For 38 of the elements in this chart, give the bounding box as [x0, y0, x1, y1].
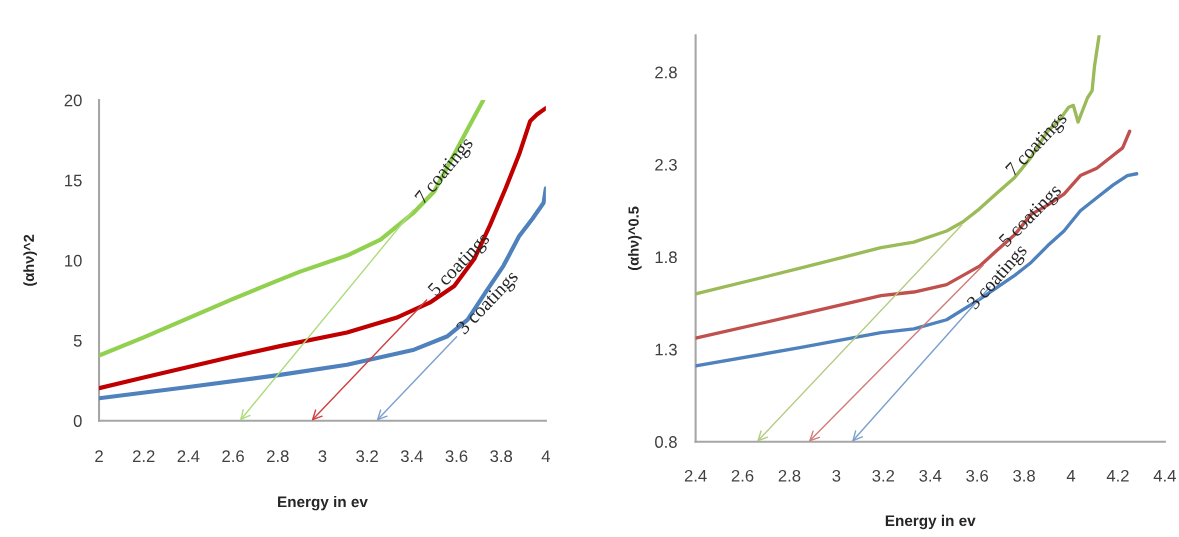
y-tick-label: 5: [73, 335, 82, 347]
y-tick-label: 2.8: [655, 66, 677, 79]
y-tick-label: 0.8: [655, 436, 677, 448]
y-tick-label: 20: [64, 94, 82, 107]
line-series: [99, 106, 546, 391]
x-tick-label: 2.4: [684, 469, 707, 482]
x-tick-label: 4: [541, 450, 551, 462]
y-axis-title: (αhν)^2: [23, 234, 37, 286]
x-axis-title: Energy in ev: [885, 514, 976, 530]
y-tick-label: 0: [73, 415, 82, 427]
x-tick-label: 4.4: [1153, 470, 1176, 482]
y-tick-label: 1.8: [655, 251, 677, 264]
y-tick-label: 1.3: [655, 343, 677, 356]
x-tick-label: 3.2: [872, 469, 895, 482]
x-tick-label: 4.2: [1106, 469, 1129, 482]
x-tick-label: 2.8: [778, 469, 801, 482]
y-tick-label: 10: [65, 254, 82, 267]
x-tick-label: 4: [1066, 470, 1076, 482]
x-tick-label: 2: [95, 450, 103, 462]
y-axis-title: (αhν)^0.5: [628, 206, 642, 270]
x-tick-label: 3: [318, 450, 327, 463]
y-tick-label: 2.3: [655, 158, 677, 171]
x-tick-label: 2.2: [132, 450, 155, 462]
x-tick-label: 2.8: [267, 450, 289, 463]
x-axis-title: Energy in ev: [278, 496, 368, 511]
x-tick-label: 3.6: [445, 450, 468, 463]
x-tick-label: 3.8: [1013, 469, 1035, 482]
x-tick-label: 2.4: [177, 450, 200, 462]
x-tick-label: 3.8: [490, 450, 513, 463]
x-tick-label: 3.6: [966, 469, 989, 482]
x-tick-label: 3.4: [919, 469, 942, 482]
x-tick-label: 3.2: [356, 450, 378, 463]
x-tick-label: 2.6: [731, 469, 754, 482]
y-tick-label: 15: [65, 174, 82, 187]
x-tick-label: 2.6: [222, 450, 244, 463]
x-tick-label: 3.4: [400, 450, 423, 463]
line-series: [695, 35, 1101, 296]
x-tick-label: 3: [832, 469, 841, 482]
